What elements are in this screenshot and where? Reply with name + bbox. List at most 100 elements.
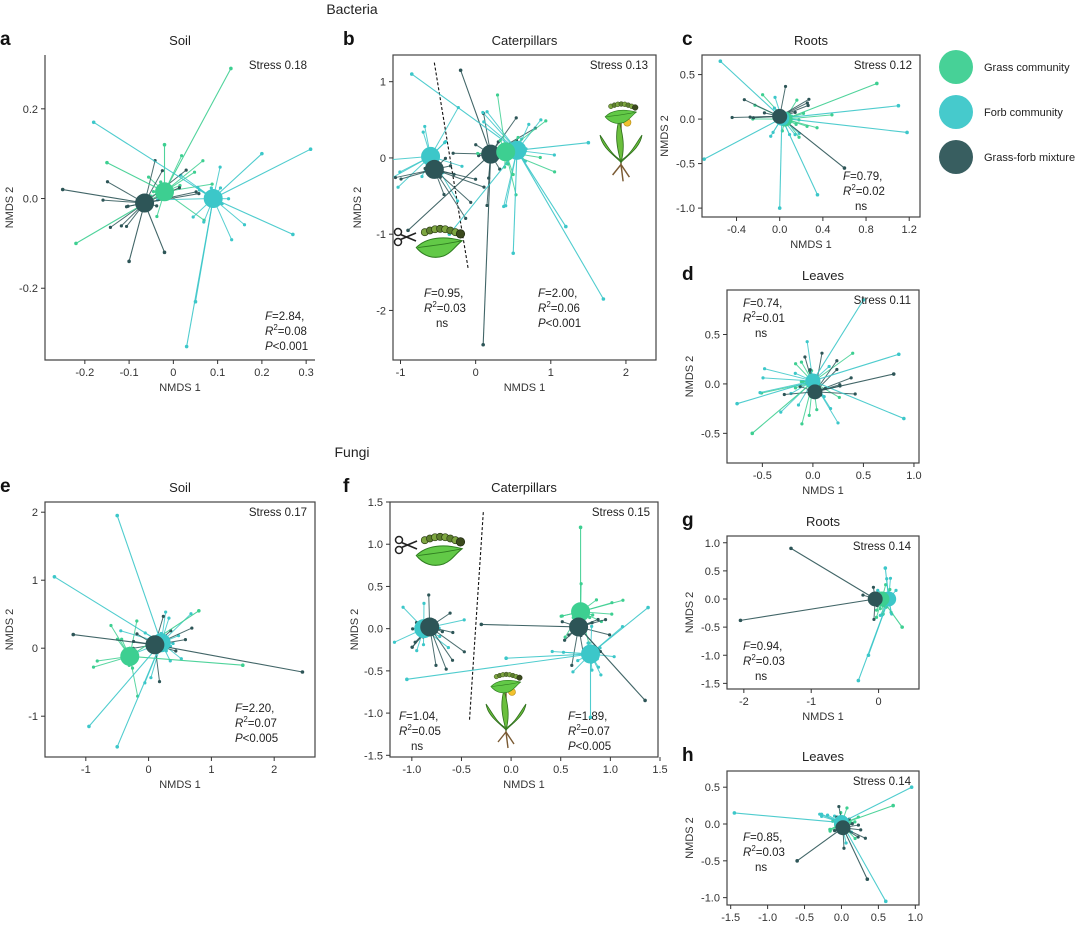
sample-point — [458, 68, 463, 73]
sample-point — [482, 120, 486, 124]
sample-point — [612, 655, 616, 659]
centroid-mixture — [835, 820, 851, 836]
panel-f: -1.0 -0.5 0.0 0.5 1.0 1.5 -1.5 -1.0 -0.5 0.0 0.5 1.… — [343, 476, 668, 791]
sample-point — [865, 877, 870, 882]
sample-point — [853, 820, 857, 824]
sample-ray-long — [842, 827, 868, 880]
sample-ray-long — [779, 115, 845, 169]
y-tick-label: -1 — [28, 711, 38, 723]
sample-point — [197, 609, 201, 613]
panel-a-axes — [44, 55, 315, 361]
y-tick-label: 0.5 — [680, 70, 695, 82]
sample-point — [242, 223, 247, 227]
centroid-mixture — [772, 108, 788, 124]
sample-point — [202, 220, 206, 224]
sample-ray-long — [106, 162, 165, 193]
sample-point — [883, 566, 888, 570]
panel-d-xlabel: NMDS 1 — [802, 485, 844, 497]
panel-e-ylabel: NMDS 2 — [4, 609, 16, 651]
sample-point — [599, 673, 603, 677]
sample-ray — [497, 94, 507, 152]
sample-ray-long — [128, 202, 146, 262]
panel-b-letter: b — [343, 29, 355, 50]
sample-point — [750, 431, 755, 436]
x-tick-label: -0.1 — [120, 367, 139, 379]
sample-point — [451, 630, 455, 635]
sample-point — [896, 103, 901, 108]
panel-b-frame — [392, 54, 657, 361]
sample-point — [229, 66, 233, 71]
x-tick-label: 1.5 — [652, 764, 667, 776]
sample-point — [851, 351, 855, 355]
sample-point — [789, 546, 793, 551]
y-tick-label: 0.0 — [705, 819, 720, 831]
sample-point — [440, 630, 445, 634]
sample-point — [762, 111, 767, 115]
panel-h-p-stat: ns — [755, 862, 767, 874]
sample-point — [800, 422, 804, 426]
panel-e-xlabel: NMDS 1 — [159, 779, 201, 791]
y-tick-label: -0.5 — [701, 856, 720, 868]
sample-point — [179, 657, 183, 661]
sample-point — [591, 613, 595, 617]
sample-point — [610, 612, 614, 616]
sample-point — [201, 159, 205, 163]
x-tick-label: 1.0 — [908, 912, 923, 924]
sample-ray-long — [796, 827, 844, 862]
sample-point — [853, 392, 857, 396]
panel-g-letter: g — [682, 510, 694, 531]
sample-point — [450, 658, 455, 662]
sample-point — [856, 835, 860, 839]
leaf-vein — [417, 240, 463, 248]
sample-ray-long — [212, 153, 263, 199]
sample-point — [115, 745, 120, 749]
sample-point — [621, 598, 625, 602]
y-tick-label: 0.0 — [23, 194, 38, 206]
sample-point — [74, 241, 78, 246]
x-tick-label: 0.0 — [503, 764, 518, 776]
x-tick-label: -1 — [81, 764, 91, 776]
sample-point — [396, 185, 400, 189]
sample-point — [538, 155, 542, 160]
legend-swatch-mixture — [939, 140, 973, 174]
sample-point — [563, 638, 567, 642]
sample-point — [157, 680, 162, 684]
sample-point — [805, 340, 809, 344]
panel-b-data — [393, 62, 606, 347]
sample-ray — [759, 380, 814, 394]
panel-b-stress: Stress 0.13 — [590, 60, 648, 72]
leaf-shape — [415, 545, 464, 566]
y-tick-label: 1.0 — [368, 539, 383, 551]
panel-d-r2-stat: R2=0.01 — [743, 310, 785, 325]
panel-e-p-stat: P<0.005 — [235, 733, 278, 745]
sample-point — [909, 785, 914, 789]
sample-point — [190, 626, 194, 630]
dandelion-caterpillar-icon — [485, 671, 527, 749]
leaf-vein — [606, 111, 637, 118]
sample-point — [607, 633, 612, 637]
sample-point — [550, 649, 554, 654]
sample-point — [160, 169, 164, 173]
y-tick-label: -1.0 — [364, 708, 383, 720]
sample-point — [794, 362, 798, 366]
y-tick-label: 0.5 — [368, 581, 383, 593]
caterpillar-head — [455, 537, 466, 547]
scissors-icon — [393, 227, 417, 247]
panel-e-title: Soil — [169, 480, 191, 495]
sample-point — [161, 614, 165, 618]
panel-c-f-stat: F=0.79, — [843, 171, 882, 183]
panel-e-stress: Stress 0.17 — [249, 507, 307, 519]
panel-b-ylabel: NMDS 2 — [352, 187, 364, 229]
sample-point — [773, 95, 777, 99]
y-tick-label: -0.5 — [701, 622, 720, 634]
sample-point — [874, 608, 879, 612]
panel-f-divider — [468, 512, 484, 722]
sample-point — [875, 81, 879, 86]
sample-point — [455, 199, 460, 203]
sample-point — [504, 204, 508, 208]
panel-a-p-stat: P<0.001 — [265, 341, 308, 353]
panel-e-frame — [44, 501, 316, 758]
sample-point — [514, 116, 518, 120]
sample-point — [884, 583, 888, 587]
y-tick-label: 2 — [32, 507, 38, 519]
